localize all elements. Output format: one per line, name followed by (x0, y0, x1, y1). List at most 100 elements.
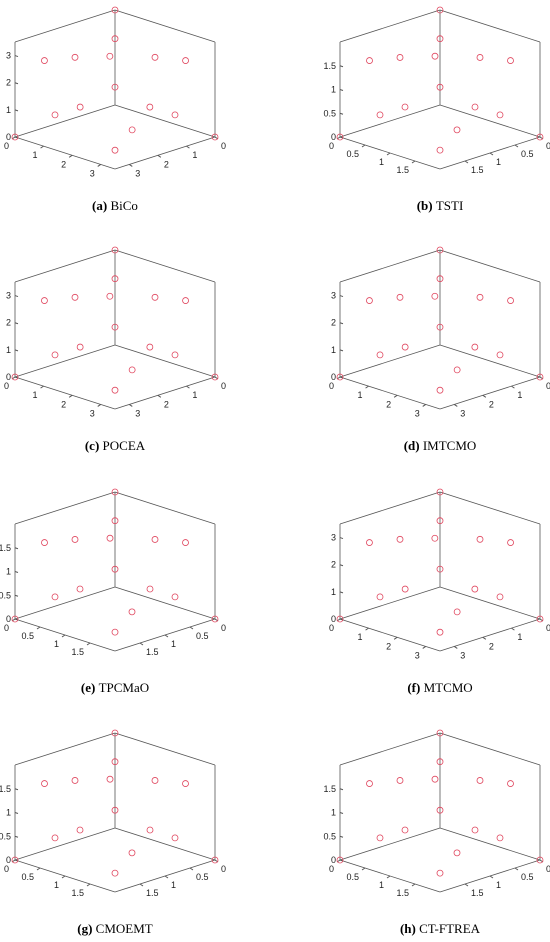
y-tick (186, 145, 190, 149)
point (396, 293, 404, 301)
point (111, 323, 119, 331)
y-tick (454, 404, 458, 407)
point (336, 133, 344, 141)
point (436, 565, 444, 573)
x-tick (365, 385, 369, 389)
point (401, 826, 409, 834)
x-tick (61, 634, 66, 638)
point (431, 292, 439, 300)
z-tick (14, 322, 19, 325)
point (182, 57, 189, 64)
x-tick-label: 1.5 (396, 165, 409, 175)
point (151, 293, 159, 301)
point (436, 806, 444, 814)
x-tick-label: 1.5 (396, 888, 409, 898)
y-tick-label: 0.5 (196, 872, 209, 882)
y-tick (157, 154, 162, 158)
caption-label: (d) (404, 438, 420, 453)
box-edge (114, 136, 216, 170)
subplot: 0 1 2 3 0 1 2 3 0 1 2 3 (f) MTCMO (329, 488, 550, 695)
box-edge (114, 491, 216, 525)
y-tick (189, 867, 194, 871)
y-tick (482, 636, 487, 640)
x-tick-label: 0 (4, 381, 9, 391)
point (453, 366, 461, 374)
point (366, 57, 373, 64)
point (182, 780, 189, 787)
point (366, 297, 373, 304)
point (366, 780, 373, 787)
point (128, 366, 136, 374)
point (453, 608, 461, 616)
x-tick-label: 0.5 (346, 149, 359, 159)
point (11, 133, 19, 141)
z-tick-label: 1 (331, 587, 336, 597)
subplot: 0 0.5 1 1.5 0 0.5 1 1.5 0 0.5 1 1.5 (b) TSTI (323, 6, 550, 213)
point (41, 297, 48, 304)
subplot: 0 1 2 3 0 1 2 3 0 1 2 3 (c) POCEA (4, 246, 226, 453)
point (401, 343, 409, 351)
x-tick (97, 404, 101, 407)
x-tick-label: 2 (61, 159, 66, 169)
point (111, 869, 119, 877)
box-edge (339, 249, 441, 283)
z-tick-label: 0 (6, 132, 11, 142)
x-tick (97, 164, 101, 167)
point (111, 6, 119, 14)
box-edge (14, 376, 116, 410)
point (111, 517, 119, 525)
box-edge (14, 9, 116, 43)
y-tick-label: 0.5 (521, 149, 534, 159)
subplot: 0 0.5 1 1.5 0 0.5 1 1.5 0 0.5 1 1.5 (h) CT-FTREA (323, 729, 550, 936)
point (436, 146, 444, 154)
y-tick (464, 160, 469, 164)
point (111, 806, 119, 814)
box-edge (14, 732, 116, 766)
x-tick (68, 154, 73, 158)
point (376, 111, 384, 119)
x-tick (68, 394, 73, 398)
point (11, 856, 19, 864)
box-edge (14, 104, 116, 138)
caption: (b) TSTI (417, 198, 464, 213)
y-tick (164, 875, 169, 879)
z-tick (339, 618, 344, 621)
y-tick-label: 0 (221, 864, 226, 874)
box-edge (14, 344, 116, 378)
x-tick-label: 3 (415, 650, 420, 660)
z-tick-label: 0.5 (323, 831, 336, 841)
caption-name: POCEA (103, 438, 146, 453)
y-tick-label: 0.5 (521, 872, 534, 882)
caption: (d) IMTCMO (404, 438, 477, 453)
y-tick-label: 3 (135, 168, 140, 178)
caption: (c) POCEA (85, 438, 146, 453)
point (71, 777, 79, 784)
y-tick (186, 385, 190, 389)
point (376, 593, 384, 601)
z-tick (14, 594, 19, 597)
box-edge (114, 586, 216, 620)
point (376, 834, 384, 842)
point (146, 826, 154, 834)
z-tick (339, 112, 344, 115)
caption-label: (f) (407, 680, 420, 695)
caption-label: (b) (417, 198, 433, 213)
point (146, 103, 154, 111)
x-tick-label: 3 (90, 408, 95, 418)
z-tick-label: 3 (6, 291, 11, 301)
z-tick-label: 0 (331, 614, 336, 624)
y-tick-label: 3 (460, 650, 465, 660)
z-tick-label: 0 (6, 372, 11, 382)
z-tick (14, 859, 19, 862)
point (376, 351, 384, 359)
z-tick-label: 1.5 (0, 543, 11, 553)
point (536, 133, 544, 141)
y-tick-label: 0 (546, 141, 550, 151)
z-tick (339, 591, 344, 594)
z-tick (14, 547, 19, 550)
z-tick (14, 109, 19, 112)
x-tick (422, 646, 426, 649)
box-edge (114, 827, 216, 861)
y-tick-label: 0 (546, 623, 550, 633)
y-tick (489, 875, 494, 879)
